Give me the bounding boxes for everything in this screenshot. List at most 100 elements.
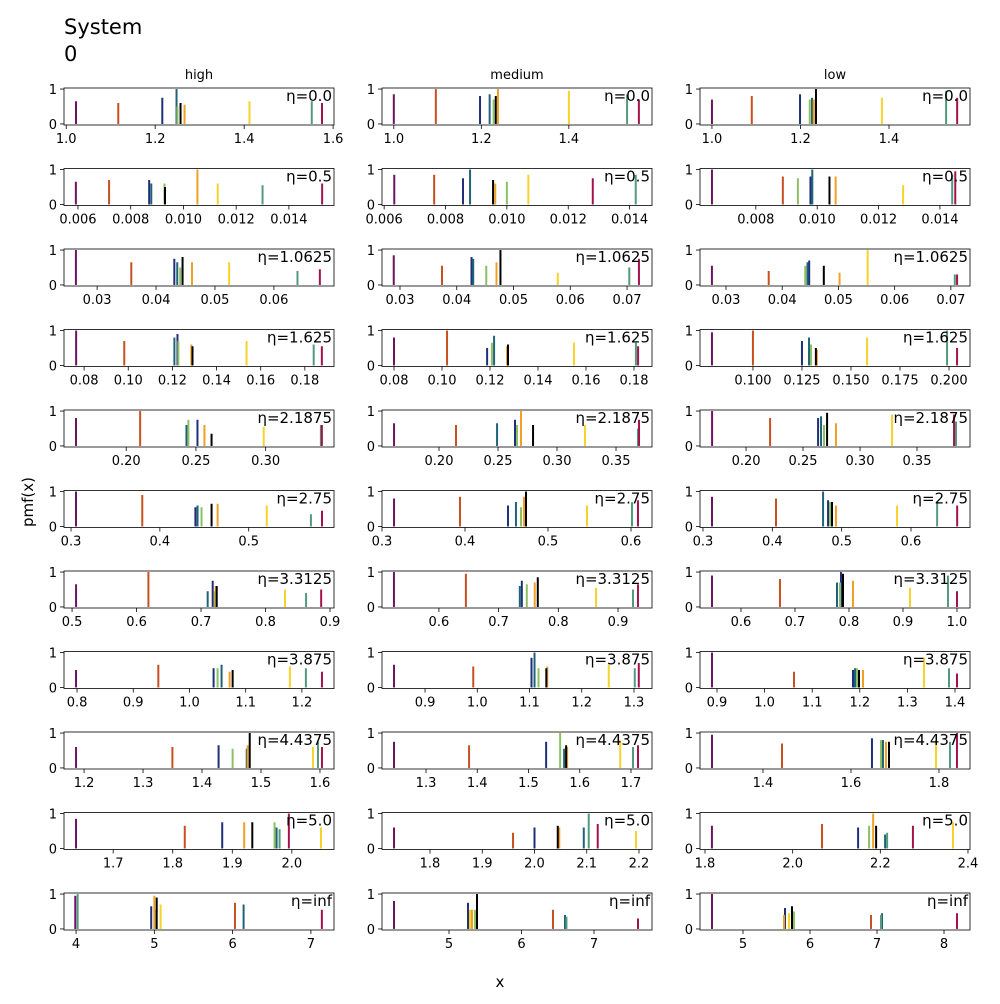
y-tick-label: 0	[367, 279, 375, 294]
x-tick-label: 0.05	[200, 293, 229, 308]
axes-frame	[699, 892, 971, 931]
axes-frame	[381, 248, 653, 287]
x-tick-label: 0.06	[880, 293, 909, 308]
x-tick-label: 1.4	[234, 132, 255, 147]
x-tick-label: 1.7	[103, 857, 124, 872]
x-tick-label: 0.12	[158, 374, 187, 389]
subplot: 0.006 0.008 0.010 0.012 0.014 0 1 η=0.5	[366, 164, 653, 228]
y-tick-label: 0	[49, 279, 57, 294]
y-tick-label: 0	[49, 440, 57, 455]
annotation: η=3.875	[585, 651, 650, 669]
x-tick-label: 0.25	[484, 454, 513, 469]
x-tick-label: 1.7	[621, 776, 642, 791]
axes-frame	[381, 892, 653, 931]
y-tick-label: 1	[49, 888, 57, 903]
x-tick-label: 0.014	[611, 213, 648, 228]
annotation: η=0.0	[922, 87, 968, 105]
x-tick-label: 0.9	[608, 615, 629, 630]
subplot: 0.9 1.0 1.1 1.2 1.3 1.4 0 1 η=3.875	[685, 647, 971, 711]
x-tick-label: 0.9	[893, 615, 914, 630]
y-tick-label: 1	[49, 727, 57, 742]
axes-frame	[381, 812, 653, 850]
x-tick-label: 1.0	[702, 132, 723, 147]
x-tick-label: 0.06	[259, 293, 288, 308]
x-tick-label: 1.5	[251, 776, 272, 791]
y-tick-label: 0	[367, 198, 375, 213]
annotation: η=inf	[609, 892, 651, 910]
x-tick-label: 0.35	[903, 454, 932, 469]
x-tick-label: 1.4	[467, 776, 488, 791]
y-tick-label: 1	[49, 566, 57, 581]
subplot: 0.6 0.7 0.8 0.9 0 1 η=3.3125	[367, 566, 653, 630]
axes-frame	[381, 651, 653, 689]
x-tick-label: 0.5	[538, 535, 559, 550]
x-tick-label: 1.0	[754, 696, 775, 711]
x-tick-label: 1.2	[571, 696, 592, 711]
subplot: 0.008 0.010 0.012 0.014 0 1 η=0.5	[685, 164, 971, 228]
axes-frame	[63, 329, 335, 367]
x-tick-label: 0.07	[936, 293, 965, 308]
y-tick-label: 1	[685, 808, 693, 823]
axes-frame	[699, 490, 971, 528]
axes-frame	[699, 731, 971, 770]
x-tick-label: 0.20	[112, 454, 141, 469]
y-tick-label: 1	[685, 325, 693, 340]
y-tick-label: 1	[367, 83, 375, 98]
x-tick-label: 0.100	[734, 374, 771, 389]
annotation: η=2.75	[913, 490, 968, 508]
x-tick-label: 1.0	[383, 132, 404, 147]
annotation: η=3.3125	[575, 570, 650, 588]
subplot: 5 6 7 0 1 η=inf	[367, 888, 653, 952]
x-tick-label: 0.014	[270, 213, 307, 228]
x-tick-label: 0.175	[881, 374, 918, 389]
y-tick-label: 0	[685, 923, 693, 938]
y-tick-label: 1	[49, 486, 57, 501]
x-tick-label: 0.04	[142, 293, 171, 308]
x-tick-label: 1.5	[518, 776, 539, 791]
x-tick-label: 2.0	[782, 857, 803, 872]
x-tick-label: 0.4	[455, 535, 476, 550]
x-tick-label: 0.03	[712, 293, 741, 308]
x-tick-label: 0.125	[783, 374, 820, 389]
axes-frame	[699, 168, 971, 206]
y-tick-label: 0	[685, 842, 693, 857]
y-tick-label: 1	[685, 566, 693, 581]
annotation: η=3.3125	[893, 570, 968, 588]
x-tick-label: 0.012	[550, 213, 587, 228]
axes-frame	[381, 409, 653, 448]
x-tick-label: 0.20	[732, 454, 761, 469]
subplot: 0.08 0.10 0.12 0.14 0.16 0.18 0 1 η=1.625	[367, 325, 653, 389]
annotation: η=1.625	[903, 329, 968, 347]
x-tick-label: 0.6	[621, 535, 642, 550]
x-tick-label: 0.04	[768, 293, 797, 308]
x-tick-label: 0.12	[476, 374, 505, 389]
x-tick-label: 1.1	[802, 696, 823, 711]
y-tick-label: 0	[685, 762, 693, 777]
x-tick-label: 1.6	[569, 776, 590, 791]
annotation: η=1.0625	[893, 248, 968, 266]
y-tick-label: 0	[685, 198, 693, 213]
axes-frame	[381, 329, 653, 367]
subplot: 0.9 1.0 1.1 1.2 1.3 0 1 η=3.875	[367, 647, 653, 711]
annotation: η=4.4375	[575, 731, 650, 749]
y-tick-label: 1	[685, 164, 693, 179]
y-tick-label: 1	[685, 727, 693, 742]
y-tick-label: 1	[685, 647, 693, 662]
x-tick-label: 0.05	[824, 293, 853, 308]
subplot: 1.3 1.4 1.5 1.6 1.7 0 1 η=4.4375	[367, 727, 653, 791]
x-tick-label: 4	[72, 937, 80, 952]
x-tick-label: 0.008	[737, 213, 774, 228]
x-tick-label: 0.006	[366, 213, 403, 228]
annotation: η=1.0625	[257, 248, 332, 266]
y-tick-label: 1	[49, 83, 57, 98]
x-tick-label: 0.9	[707, 696, 728, 711]
y-tick-label: 0	[685, 279, 693, 294]
x-tick-label: 0.5	[62, 615, 83, 630]
x-tick-label: 0.3	[693, 535, 714, 550]
subplot: 0.5 0.6 0.7 0.8 0.9 0 1 η=3.3125	[49, 566, 341, 630]
x-tick-label: 1.2	[849, 696, 870, 711]
x-tick-label: 0.010	[488, 213, 525, 228]
x-tick-label: 0.008	[427, 213, 464, 228]
subplot-title: high	[185, 68, 213, 83]
x-tick-label: 0.8	[255, 615, 276, 630]
